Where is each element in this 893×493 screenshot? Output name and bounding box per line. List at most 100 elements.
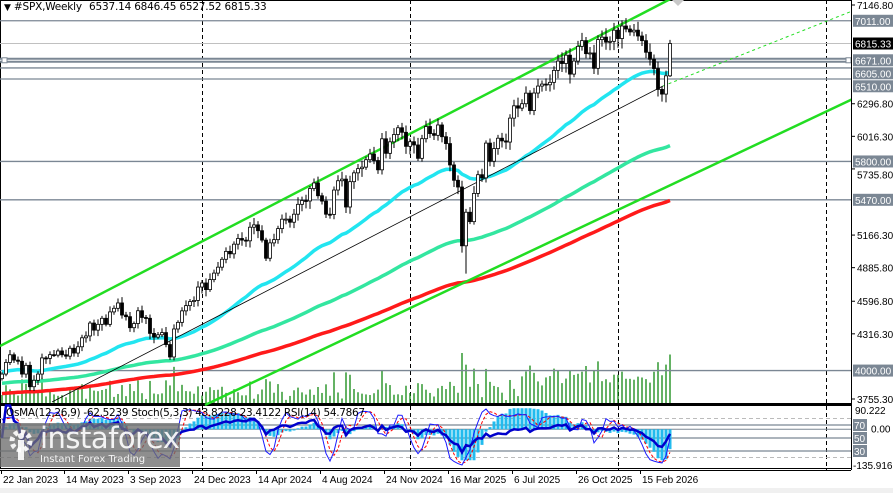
candle-bearish	[428, 126, 432, 134]
level-price-box	[853, 155, 893, 168]
trend-line-extension[interactable]	[662, 0, 881, 87]
candle-bullish	[368, 153, 372, 161]
candle-bullish	[156, 334, 160, 338]
level-handle[interactable]	[845, 57, 852, 64]
osma-bar	[548, 415, 552, 430]
candle-bullish	[536, 85, 540, 94]
candle-bullish	[4, 362, 8, 375]
candle-bullish	[596, 39, 600, 69]
osma-bar	[656, 429, 660, 459]
time-tick-label: 6 Jul 2025	[514, 475, 561, 486]
channel-upper-line[interactable]	[0, 0, 680, 348]
ma-fast-line	[1, 69, 671, 374]
level-price-label: 5470.00	[855, 196, 892, 207]
candle-bullish	[112, 307, 116, 313]
osma-bar	[268, 429, 272, 436]
candle-bullish	[200, 282, 204, 288]
osma-bar	[516, 408, 520, 430]
osc-level-label: 50	[854, 434, 866, 445]
osma-bar	[492, 421, 496, 430]
indicator-header: OsMA(12,26,9) -62.5239 Stoch(5,3,3) 43.8…	[6, 407, 365, 419]
candle-bullish	[532, 92, 536, 111]
chart-shift-marker-icon[interactable]	[672, 0, 684, 6]
candle-bearish	[92, 322, 96, 331]
osma-bar	[424, 429, 428, 436]
level-price-box	[853, 193, 893, 206]
candle-bullish	[668, 43, 672, 77]
osma-bar	[568, 422, 572, 430]
level-handle[interactable]	[1, 57, 8, 64]
osma-bar	[352, 429, 356, 432]
candle-bullish	[252, 224, 256, 228]
osma-bar	[216, 413, 220, 430]
candle-bullish	[208, 279, 212, 291]
candle-bullish	[348, 181, 352, 208]
candle-bullish	[224, 250, 228, 260]
time-tick-label: 3 Sep 2023	[130, 475, 182, 486]
candle-bullish	[620, 25, 624, 39]
candle-bullish	[512, 105, 516, 119]
osma-bar	[532, 408, 536, 430]
level-price-box	[853, 80, 893, 93]
symbol-timeframe: #SPX,Weekly	[13, 1, 82, 13]
ma-slow-line	[1, 198, 671, 396]
osma-bar	[248, 417, 252, 430]
osc-level-box	[853, 432, 867, 444]
candle-bearish	[260, 230, 264, 241]
candle-bullish	[336, 180, 340, 191]
candle-bearish	[440, 124, 444, 138]
candle-bullish	[300, 200, 304, 205]
osma-bar	[404, 428, 408, 430]
candle-bearish	[244, 239, 248, 242]
candle-bullish	[284, 218, 288, 221]
osma-bar	[228, 412, 232, 430]
osma-bar	[484, 429, 488, 432]
osma-bar	[476, 429, 480, 453]
osma-bar	[504, 413, 508, 430]
candle-bullish	[608, 40, 612, 43]
candle-bullish	[296, 203, 300, 215]
osma-bar	[420, 429, 424, 439]
candle-bullish	[496, 137, 500, 149]
candle-bullish	[436, 124, 440, 136]
osma-bar	[612, 429, 616, 432]
gear-figure-logo-icon	[9, 429, 33, 460]
osc-level-box	[853, 445, 867, 457]
candle-bearish	[120, 302, 124, 316]
candle-bearish	[384, 138, 388, 154]
osma-bar	[264, 429, 268, 434]
candle-bearish	[416, 144, 420, 159]
candle-bullish	[100, 317, 104, 325]
candle-bullish	[664, 75, 668, 95]
osma-bar	[220, 412, 224, 430]
candle-bullish	[312, 182, 316, 189]
ma-mid-line	[1, 143, 671, 385]
time-tick-label: 22 Jan 2023	[3, 475, 58, 486]
candle-bearish	[124, 314, 128, 318]
time-tick-label: 24 Nov 2024	[386, 475, 443, 486]
candle-bearish	[504, 140, 508, 143]
candle-bearish	[52, 354, 56, 357]
osc-level-label: 70	[854, 421, 866, 432]
osma-bar	[384, 426, 388, 430]
osma-bar	[332, 429, 336, 437]
time-tick-label: 14 Apr 2024	[258, 475, 312, 486]
candle-bearish	[104, 317, 108, 325]
trend-line[interactable]	[51, 85, 664, 403]
candle-bearish	[660, 89, 664, 95]
candle-bearish	[488, 142, 492, 162]
triangle-down-icon[interactable]: ▼	[4, 3, 11, 13]
candle-bullish	[216, 266, 220, 274]
candle-bullish	[540, 83, 544, 87]
channel-lower-line[interactable]	[204, 78, 893, 407]
price-tick-label: 5735.80	[857, 170, 893, 181]
candle-bearish	[604, 36, 608, 43]
price-tick-label: 3755.30	[857, 395, 893, 406]
osma-bar	[272, 429, 276, 437]
time-tick-label: 24 Dec 2023	[194, 475, 251, 486]
candle-bearish	[152, 332, 156, 338]
osma-bar	[528, 408, 532, 430]
candle-bearish	[264, 239, 268, 259]
candle-bullish	[24, 364, 28, 375]
